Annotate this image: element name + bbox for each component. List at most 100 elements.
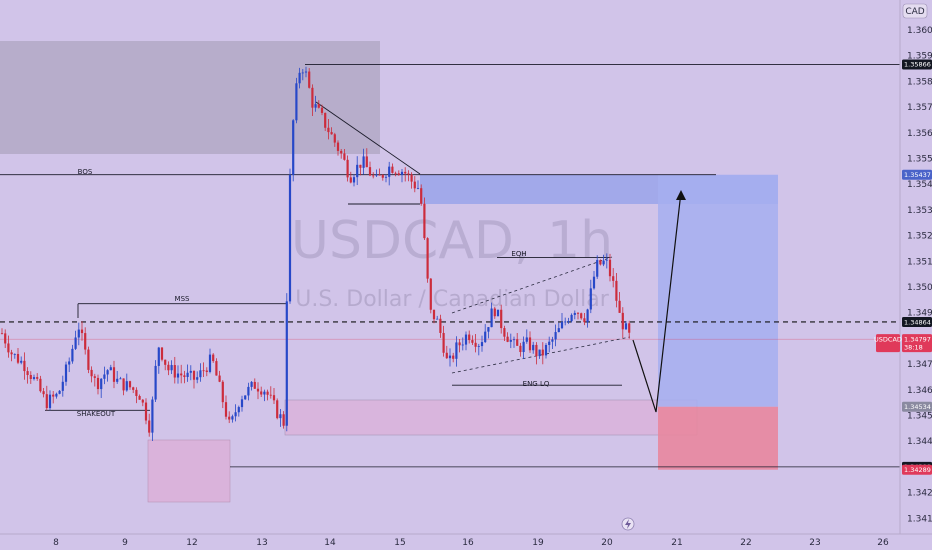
candle-body: [528, 337, 532, 351]
candle-body: [151, 399, 154, 433]
price-tag: [902, 59, 932, 70]
candle-body: [247, 386, 250, 396]
position-loss-zone: [658, 406, 778, 470]
annotation-eqh: EQH: [511, 250, 526, 258]
annotation-eng-lq: ENG LQ: [523, 380, 550, 388]
candle-body: [592, 276, 596, 289]
price-tick-label: 1.35400: [907, 180, 932, 190]
candle-body: [356, 164, 359, 178]
candle-body: [621, 312, 624, 330]
candle-body: [250, 381, 253, 387]
candle-body: [128, 381, 132, 388]
candle-body: [109, 367, 112, 371]
candle-body: [64, 364, 68, 382]
currency-button[interactable]: [902, 3, 928, 19]
candle-body: [596, 260, 599, 277]
candle-body: [231, 416, 234, 420]
candle-body: [74, 337, 77, 349]
lightning-glyph: [625, 519, 631, 529]
candle-body: [394, 172, 397, 174]
candle-body: [237, 407, 240, 413]
price-tag: [902, 316, 932, 327]
price-tick-label: 1.35000: [907, 283, 932, 293]
price-tick-label: 1.35600: [907, 129, 932, 139]
candle-body: [564, 321, 567, 323]
candle-body: [228, 416, 231, 420]
price-tick-label: 1.34200: [907, 489, 932, 499]
candle-body: [263, 391, 266, 395]
candle-body: [464, 334, 468, 345]
demand-zone-1: [147, 439, 231, 503]
price-tick-label: 1.36000: [907, 26, 932, 36]
candle-body: [144, 402, 148, 421]
candle-body: [580, 313, 583, 319]
candle-body: [480, 342, 484, 347]
candle-body: [500, 309, 503, 329]
candle-body: [234, 412, 237, 417]
candle-body: [285, 301, 288, 426]
candle-body: [103, 374, 106, 379]
supply-zone: [0, 41, 380, 154]
candle-body: [519, 345, 522, 353]
candle-body: [292, 120, 295, 175]
candle-body: [112, 367, 116, 382]
candle-body: [359, 164, 362, 168]
price-tick-label: 1.34900: [907, 309, 932, 319]
candle-body: [416, 188, 420, 189]
candle-body: [199, 370, 202, 378]
candle-body: [260, 391, 263, 395]
candle-body: [148, 420, 151, 433]
candle-body: [208, 354, 212, 372]
candle-body: [269, 394, 272, 396]
trendline-upper: [315, 101, 421, 175]
price-tag: [902, 464, 932, 475]
candle-body: [608, 259, 612, 277]
candle-body: [503, 328, 506, 337]
candle-body: [567, 321, 570, 322]
projection-arrowhead: [676, 190, 686, 200]
price-tag-label: 1.35866: [904, 61, 931, 69]
candle-body: [164, 359, 167, 365]
price-tick-label: 1.35100: [907, 257, 932, 267]
candle-body: [509, 339, 512, 342]
candle-body: [180, 373, 183, 376]
candle-body: [100, 378, 103, 390]
candle-body: [90, 369, 93, 377]
candle-body: [538, 349, 541, 357]
candle-body: [71, 348, 74, 362]
candle-body: [397, 173, 400, 175]
candle-body: [493, 308, 496, 317]
symbol-price-label: [876, 334, 900, 353]
price-tick-label: 1.34400: [907, 437, 932, 447]
candle-body: [423, 203, 426, 239]
candle-body: [391, 166, 394, 173]
candle-body: [551, 339, 554, 342]
price-tag: [902, 334, 932, 353]
candle-body: [557, 328, 560, 333]
candle-body: [304, 71, 308, 73]
candle-body: [77, 329, 80, 338]
candle-body: [266, 391, 269, 395]
candle-body: [0, 333, 4, 335]
candle-body: [573, 312, 576, 315]
candle-body: [327, 127, 330, 133]
candle-body: [311, 87, 314, 108]
price-tick-label: 1.35200: [907, 232, 932, 242]
candle-body: [308, 71, 311, 88]
candle-body: [548, 341, 551, 345]
candle-body: [532, 344, 535, 351]
candle-body: [535, 344, 538, 357]
candle-body: [330, 132, 333, 135]
price-tag-label: 1.34797: [904, 335, 931, 343]
candle-body: [468, 334, 471, 341]
candle-body: [448, 355, 452, 359]
price-tick-label: 1.35700: [907, 103, 932, 113]
candle-body: [445, 352, 448, 359]
candle-body: [279, 414, 282, 419]
candle-body: [154, 365, 157, 400]
candle-body: [605, 259, 608, 261]
price-tag-label: 1.35437: [904, 171, 931, 179]
candle-body: [23, 360, 26, 372]
candle-body: [413, 181, 416, 189]
